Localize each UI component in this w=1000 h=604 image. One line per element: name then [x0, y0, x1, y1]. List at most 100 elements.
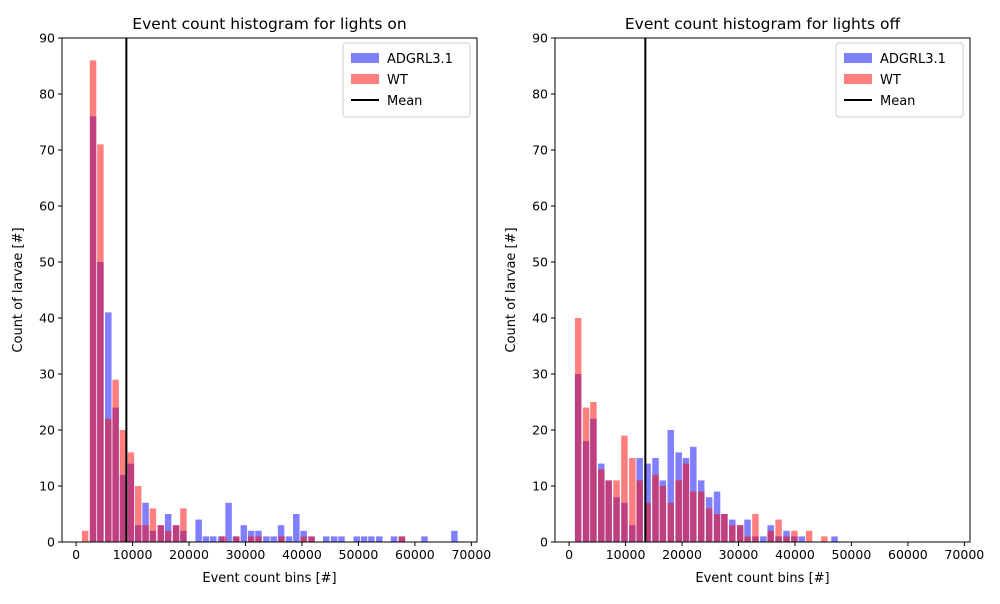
y-tick-label: 90 [39, 31, 55, 46]
bar-wt-5 [119, 430, 127, 542]
legend-swatch [351, 53, 379, 63]
bar-adgrl3-1-17 [225, 502, 232, 542]
bar-wt-9 [644, 502, 651, 542]
bar-wt-18 [278, 536, 285, 542]
legend-swatch [844, 74, 872, 84]
y-tick-label: 30 [532, 367, 548, 382]
bar-wt-26 [783, 536, 790, 542]
bar-wt-0 [574, 318, 582, 542]
y-axis-label: Count of larvae [#] [504, 227, 519, 352]
legend-label: WT [880, 73, 901, 88]
x-axis-label: Event count bins [#] [695, 571, 829, 586]
bar-wt-4 [605, 480, 612, 542]
x-tick-label: 70000 [451, 547, 491, 562]
bar-wt-25 [775, 519, 782, 542]
bar-wt-17 [705, 508, 713, 542]
x-tick-label: 0 [565, 547, 573, 562]
axes-frame [554, 37, 971, 543]
bar-wt-10 [652, 474, 659, 542]
bar-adgrl3-1-26 [293, 514, 300, 542]
bar-adgrl3-1-29 [323, 536, 330, 542]
bar-wt-22 [744, 536, 751, 542]
x-tick-label: 20000 [662, 547, 702, 562]
x-axis-label: Event count bins [#] [202, 571, 336, 586]
legend: ADGRL3.1 WT Mean [835, 42, 964, 118]
y-tick-label: 70 [532, 143, 548, 158]
bar-wt-11 [659, 486, 667, 542]
axes-frame [61, 37, 478, 543]
bar-wt-19 [721, 514, 728, 542]
bar-wt-15 [233, 536, 240, 542]
bar-wt-11 [164, 530, 172, 542]
bar-wt-12 [667, 502, 674, 542]
bar-wt-3 [598, 469, 605, 542]
chart-title: Event count histogram for lights on [132, 15, 406, 33]
bar-wt-15 [690, 491, 697, 542]
bar-wt-14 [682, 463, 690, 542]
bar-wt-13 [180, 508, 187, 542]
legend-label: WT [387, 73, 408, 88]
bar-wt-20 [308, 536, 315, 542]
bar-adgrl3-1-15 [210, 536, 217, 542]
x-tick-label: 10000 [606, 547, 646, 562]
y-tick-label: 50 [532, 255, 548, 270]
x-tick-label: 0 [72, 547, 80, 562]
y-tick-label: 10 [532, 479, 548, 494]
bar-wt-1 [582, 407, 590, 542]
bar-wt-2 [97, 144, 104, 542]
bar-adgrl3-1-12 [667, 430, 674, 542]
x-tick-label: 70000 [944, 547, 984, 562]
x-tick-label: 50000 [832, 547, 872, 562]
x-tick-label: 60000 [888, 547, 928, 562]
bar-wt-3 [105, 418, 112, 542]
y-axis-label: Count of larvae [#] [11, 227, 26, 352]
bar-adgrl3-1-24 [277, 525, 285, 542]
bar-adgrl3-1-32 [353, 536, 360, 542]
bar-wt-13 [675, 480, 682, 542]
bar-wt-16 [247, 536, 255, 542]
bar-adgrl3-1-34 [368, 536, 375, 542]
y-tick-label: 60 [39, 199, 55, 214]
legend-label: ADGRL3.1 [880, 52, 946, 67]
bar-wt-1 [89, 60, 97, 543]
bar-wt-6 [621, 435, 628, 542]
bar-wt-12 [172, 525, 180, 542]
bar-wt-4 [112, 379, 119, 542]
y-tick-label: 0 [540, 535, 548, 550]
legend-label: Mean [387, 94, 422, 109]
bar-adgrl3-1-31 [338, 536, 345, 542]
bar-wt-9 [149, 508, 157, 542]
y-tick-label: 50 [39, 255, 55, 270]
y-tick-label: 80 [39, 87, 55, 102]
bar-adgrl3-1-22 [263, 536, 270, 542]
y-tick-label: 20 [39, 423, 55, 438]
legend-label: ADGRL3.1 [387, 52, 453, 67]
y-tick-label: 80 [532, 87, 548, 102]
chart-panel-2: 0 10000 20000 30000 40000 50000 60000 70000 0 10 2… [504, 15, 984, 586]
legend-swatch [844, 53, 872, 63]
bar-adgrl3-1-36 [390, 536, 398, 542]
chart-panel-1: 0 10000 20000 30000 40000 50000 60000 70000 0 10 2… [11, 15, 491, 586]
x-tick-label: 30000 [719, 547, 759, 562]
bar-wt-17 [255, 536, 262, 542]
bar-wt-2 [590, 402, 597, 542]
x-tick-label: 20000 [169, 547, 209, 562]
bar-wt-5 [613, 480, 620, 542]
y-tick-label: 60 [532, 199, 548, 214]
x-tick-label: 40000 [775, 547, 815, 562]
legend-swatch [351, 74, 379, 84]
bar-wt-7 [629, 458, 636, 542]
bar-wt-16 [698, 491, 705, 542]
y-tick-label: 40 [532, 311, 548, 326]
bar-wt-7 [134, 486, 142, 542]
bar-wt-0 [81, 530, 89, 542]
bar-wt-29 [821, 536, 828, 542]
bar-wt-27 [791, 530, 798, 542]
bar-adgrl3-1-13 [195, 519, 202, 542]
bar-wt-6 [127, 452, 135, 542]
y-tick-label: 40 [39, 311, 55, 326]
bar-adgrl3-1-38 [421, 536, 428, 542]
bar-wt-24 [767, 530, 774, 542]
x-tick-label: 40000 [282, 547, 322, 562]
